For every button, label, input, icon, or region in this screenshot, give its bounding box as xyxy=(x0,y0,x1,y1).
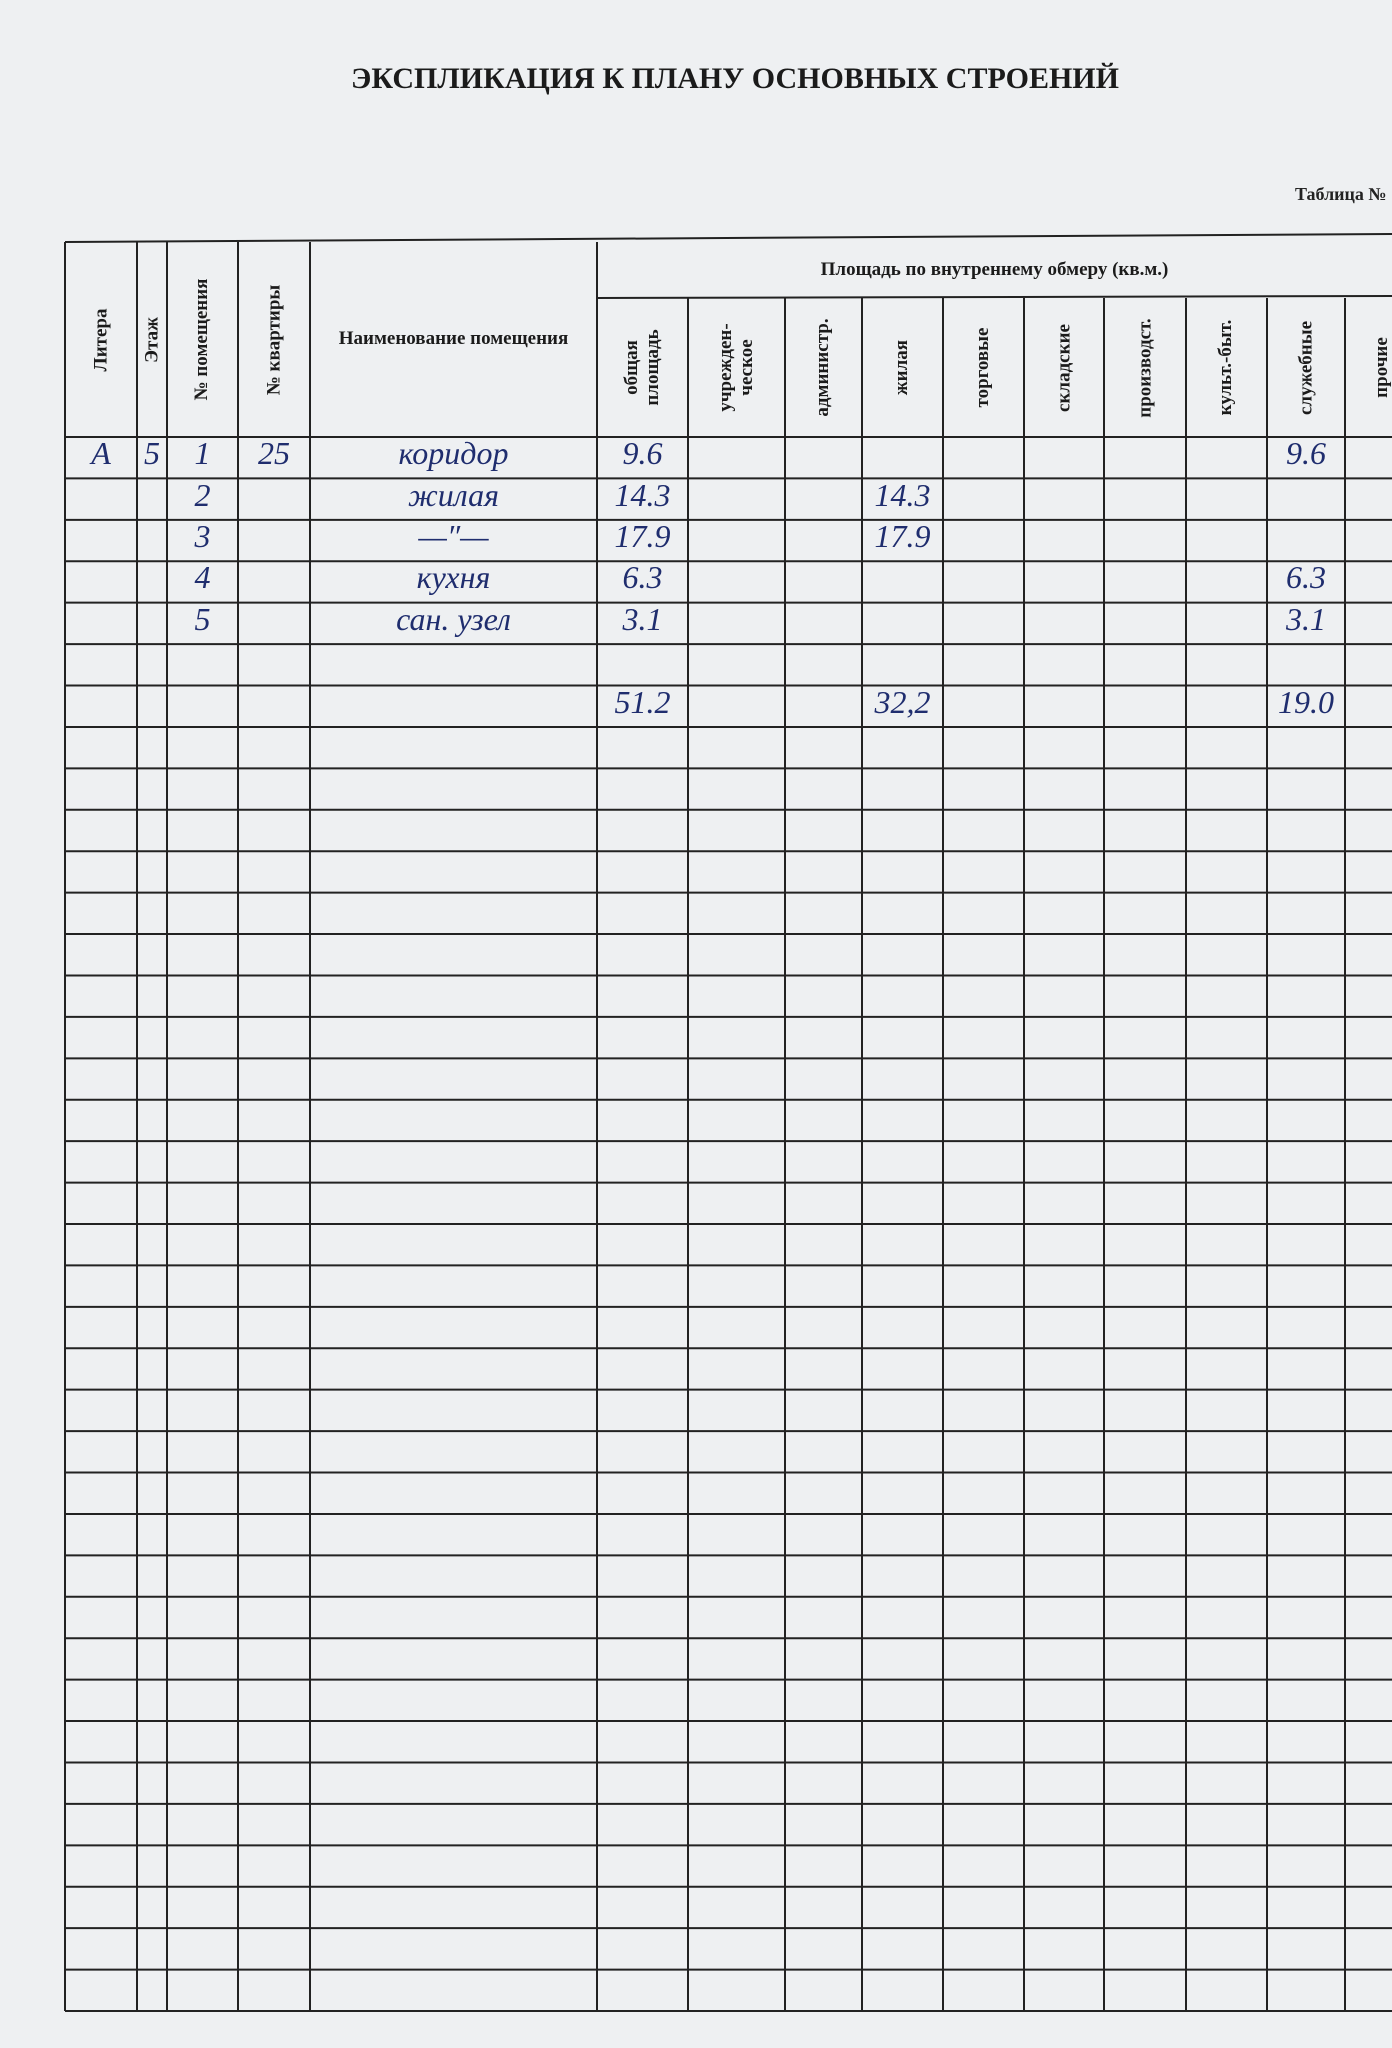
column-header: № помещения xyxy=(191,278,213,401)
handwritten-entry: 6.3 xyxy=(622,559,663,596)
handwritten-entry: 3.1 xyxy=(1286,600,1326,637)
handwritten-entry: 14.3 xyxy=(874,476,931,513)
column-header: общая площадь xyxy=(620,329,663,406)
handwritten-entry: —″— xyxy=(418,518,489,555)
handwritten-entry: коридор xyxy=(398,435,509,472)
column-header: Этаж xyxy=(140,316,162,363)
column-header: складские xyxy=(1052,323,1074,412)
handwritten-entry: 17.9 xyxy=(614,518,671,555)
column-header: администр. xyxy=(812,318,834,417)
handwritten-entry: сан. узел xyxy=(396,600,511,637)
handwritten-entry: кухня xyxy=(416,559,491,596)
handwritten-entry: 3.1 xyxy=(622,600,663,637)
handwritten-entry: 51.2 xyxy=(614,683,671,720)
handwritten-entry: 5 xyxy=(194,600,211,637)
handwritten-entry: 6.3 xyxy=(1286,559,1326,596)
handwritten-entry: жилая xyxy=(408,476,499,513)
column-header: № квартиры xyxy=(262,284,284,395)
handwritten-entry: А xyxy=(91,435,111,472)
column-header: прочие xyxy=(1371,337,1392,398)
handwritten-entry: 2 xyxy=(194,476,211,513)
handwritten-entry: 17.9 xyxy=(874,518,931,555)
handwritten-entry: 14.3 xyxy=(614,476,671,513)
handwritten-entry: 32,2 xyxy=(874,683,931,720)
handwritten-entry: 1 xyxy=(194,435,211,472)
rule-line xyxy=(596,295,1392,299)
document-title: ЭКСПЛИКАЦИЯ К ПЛАНУ ОСНОВНЫХ СТРОЕНИЙ xyxy=(351,62,1119,95)
table-label: Таблица № 1 xyxy=(1294,184,1392,204)
handwritten-entry: 19.0 xyxy=(1278,683,1334,720)
rule-line xyxy=(64,233,1392,243)
column-header: жилая xyxy=(891,339,913,396)
handwritten-entry: 9.6 xyxy=(622,435,663,472)
group-header: Площадь по внутреннему обмеру (кв.м.) xyxy=(820,258,1169,280)
handwritten-entry: 3 xyxy=(194,518,211,555)
column-header: торговые xyxy=(972,327,994,408)
handwritten-entry: 4 xyxy=(194,559,211,596)
handwritten-entry: 5 xyxy=(144,435,160,472)
column-header: культ.-быт. xyxy=(1215,319,1237,416)
handwritten-entry: 9.6 xyxy=(1286,435,1326,472)
handwritten-entry: 25 xyxy=(258,435,290,472)
column-header: служебные xyxy=(1294,320,1316,415)
column-header: учрежден-ческое xyxy=(714,323,757,412)
column-header: Литера xyxy=(89,308,111,371)
column-header: Наименование помещения xyxy=(338,328,569,350)
column-header: производст. xyxy=(1133,317,1155,418)
